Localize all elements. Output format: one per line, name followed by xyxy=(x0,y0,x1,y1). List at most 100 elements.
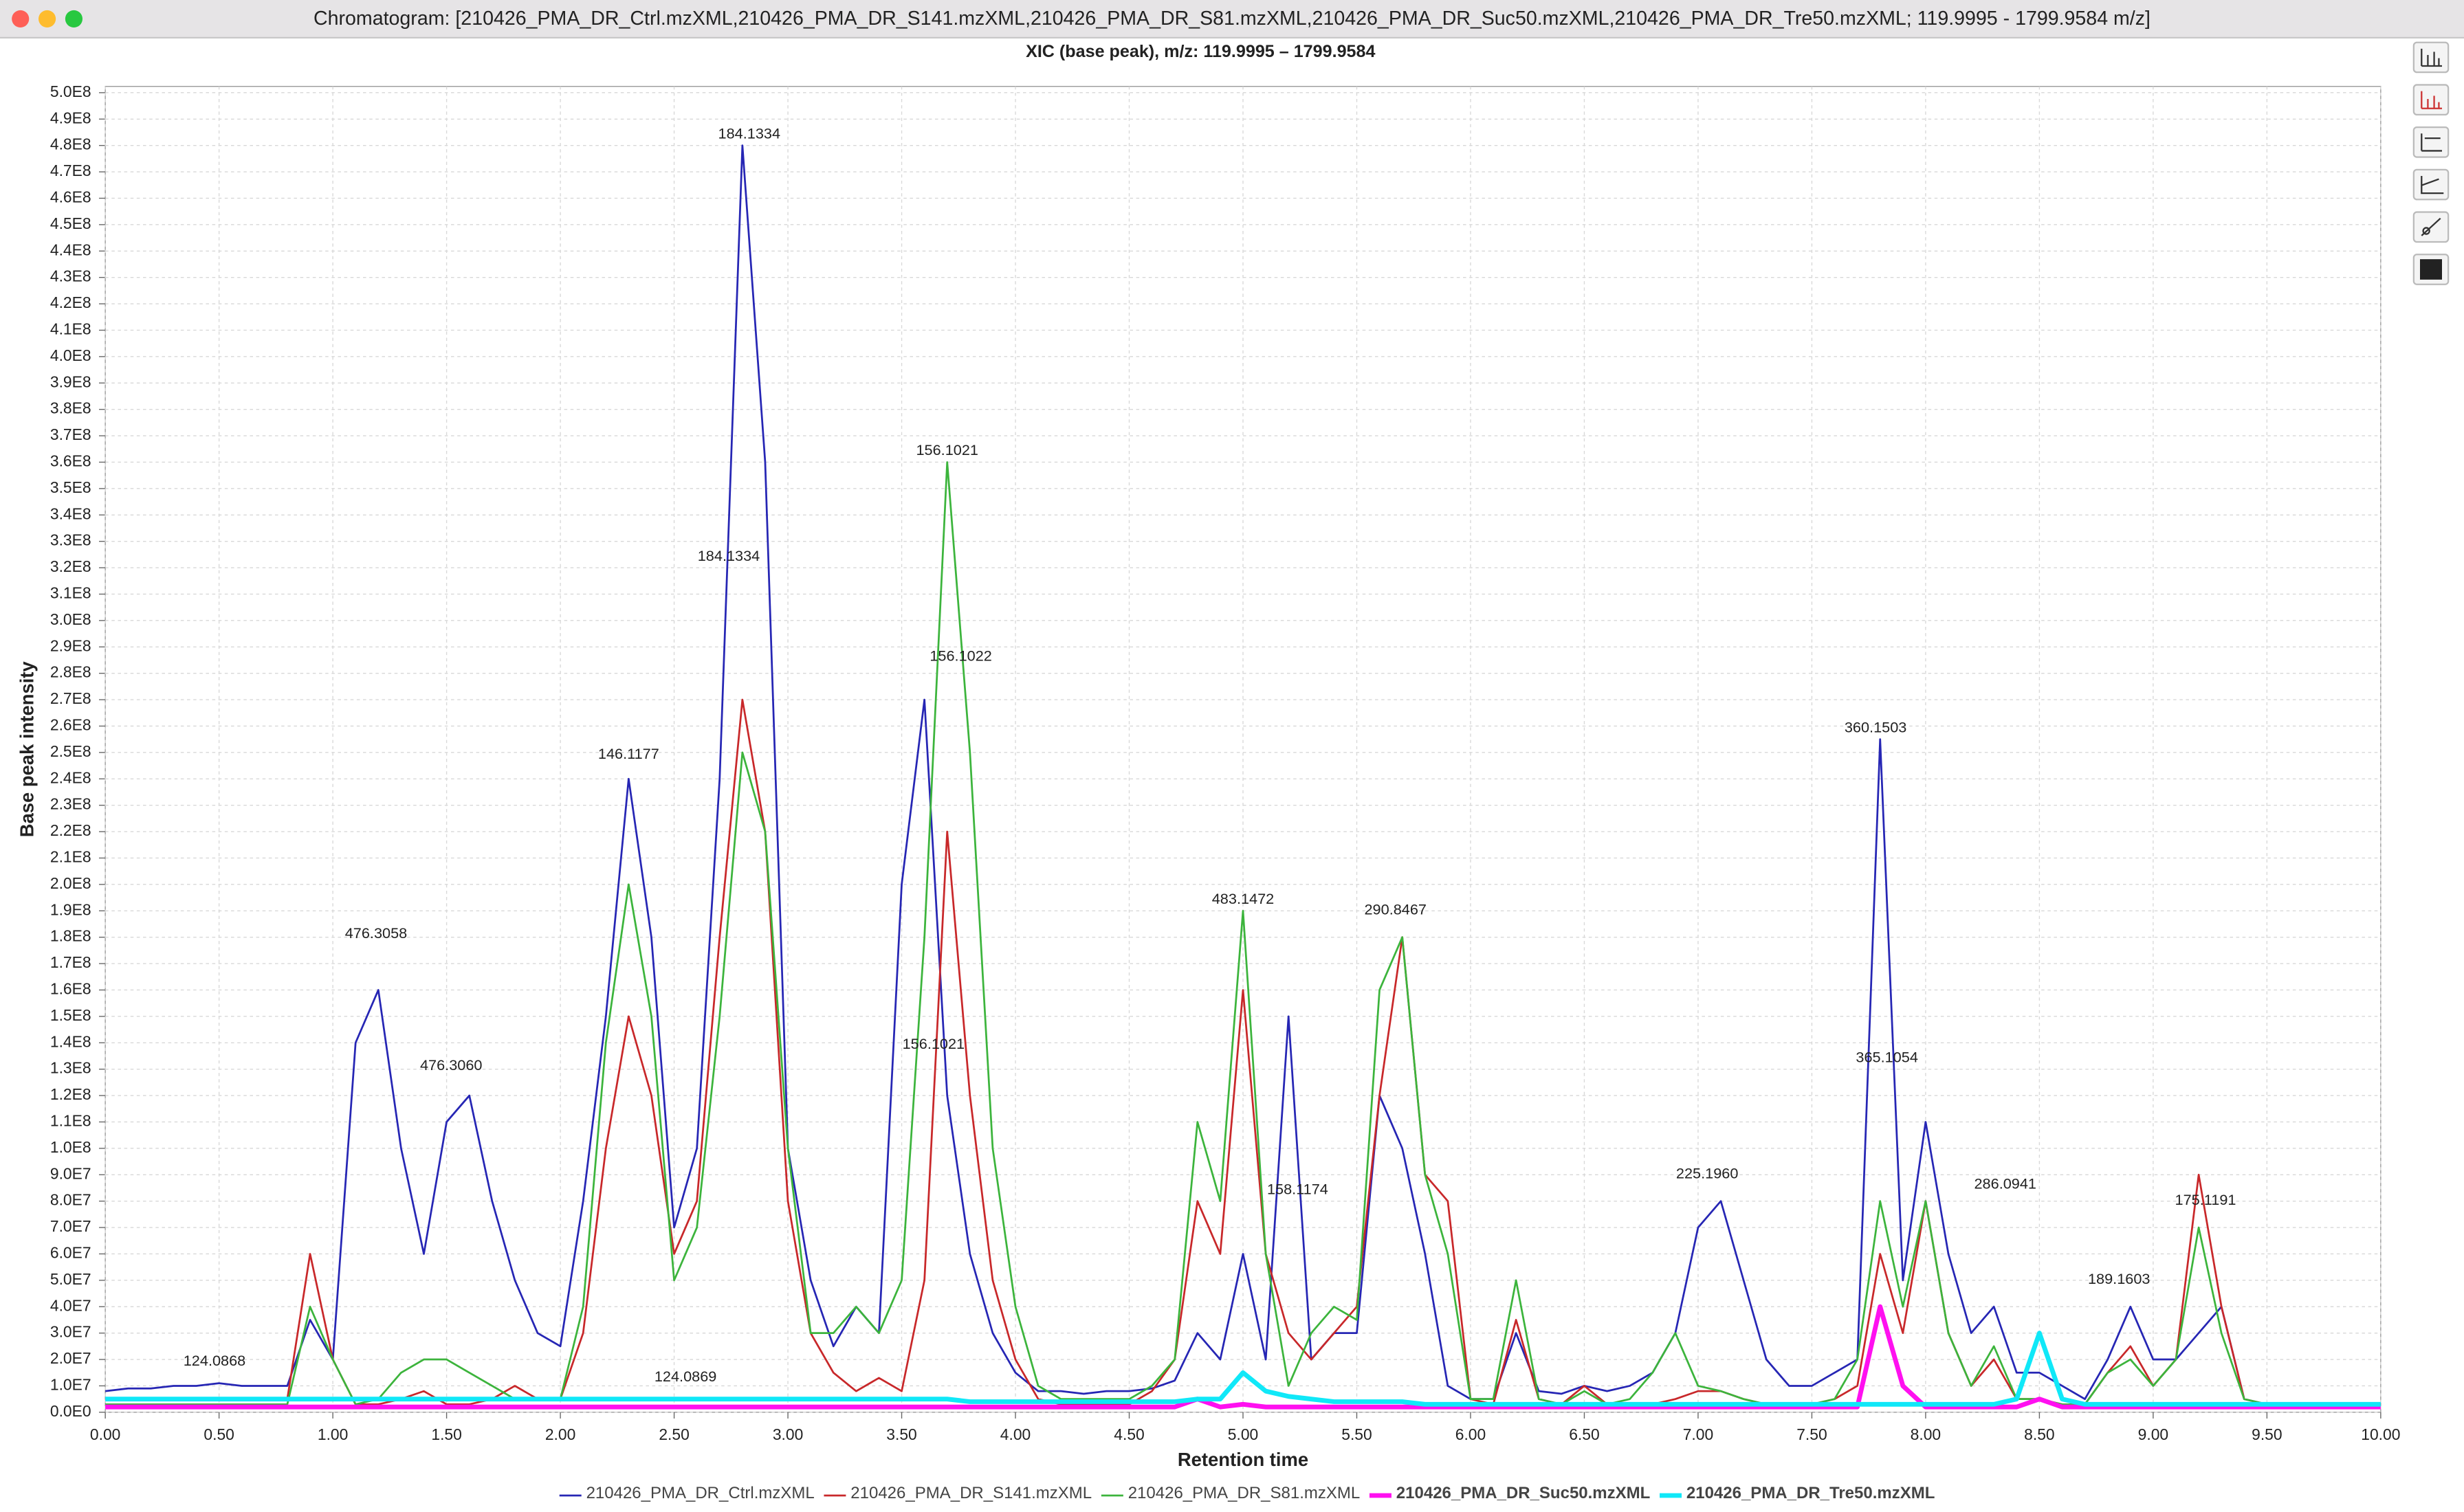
x-tick-label: 1.00 xyxy=(318,1425,348,1443)
peak-label: 156.1021 xyxy=(916,441,978,458)
y-tick-label: 2.7E8 xyxy=(50,689,91,707)
y-tick-label: 2.8E8 xyxy=(50,663,91,681)
x-tick-label: 0.00 xyxy=(90,1425,120,1443)
close-button[interactable] xyxy=(12,10,30,27)
y-tick-label: 1.7E8 xyxy=(50,953,91,971)
minimize-button[interactable] xyxy=(38,10,56,27)
tool-icon xyxy=(2421,217,2441,236)
y-tick-label: 2.6E8 xyxy=(50,715,91,733)
peak-label: 225.1960 xyxy=(1676,1164,1739,1181)
tool-button[interactable] xyxy=(2412,168,2450,201)
tool-icon xyxy=(2421,176,2444,194)
y-tick-label: 7.0E7 xyxy=(50,1217,91,1235)
chart-title: XIC (base peak), m/z: 119.9995 – 1799.95… xyxy=(1026,42,1375,61)
legend-label: 210426_PMA_DR_Ctrl.mzXML xyxy=(586,1484,815,1502)
x-tick-label: 10.00 xyxy=(2361,1425,2400,1443)
y-tick-label: 1.9E8 xyxy=(50,900,91,918)
y-tick-label: 2.1E8 xyxy=(50,847,91,865)
y-tick-label: 4.8E8 xyxy=(50,135,91,153)
tool-button[interactable] xyxy=(2412,126,2450,158)
x-tick-label: 4.50 xyxy=(1114,1425,1144,1443)
peak-label: 476.3058 xyxy=(345,924,408,942)
tool-button[interactable] xyxy=(2412,41,2450,74)
y-tick-label: 4.4E8 xyxy=(50,241,91,258)
x-tick-label: 2.00 xyxy=(545,1425,575,1443)
y-tick-label: 4.0E8 xyxy=(50,346,91,364)
y-axis-label: Base peak intensity xyxy=(16,661,37,838)
axes: 0.0E0 1.0E7 2.0E7 3.0E7 4.0E7 5.0E7 6.0E7 7.0E7… xyxy=(50,82,2401,1443)
y-tick-label: 4.1E8 xyxy=(50,320,91,337)
x-tick-label: 1.50 xyxy=(431,1425,461,1443)
legend-label: 210426_PMA_DR_Tre50.mzXML xyxy=(1686,1484,1935,1502)
x-tick-label: 8.00 xyxy=(1911,1425,1941,1443)
y-tick-label: 1.6E8 xyxy=(50,979,91,997)
peak-label: 146.1177 xyxy=(598,745,659,762)
y-tick-label: 9.0E7 xyxy=(50,1164,91,1182)
y-tick-label: 3.4E8 xyxy=(50,504,91,522)
peak-label: 476.3060 xyxy=(420,1056,483,1074)
y-tick-label: 3.7E8 xyxy=(50,425,91,443)
x-tick-label: 6.00 xyxy=(1455,1425,1486,1443)
y-tick-label: 1.8E8 xyxy=(50,927,91,945)
x-tick-label: 7.00 xyxy=(1683,1425,1713,1443)
y-tick-label: 2.0E7 xyxy=(50,1349,91,1367)
y-tick-label: 1.0E7 xyxy=(50,1375,91,1393)
y-tick-label: 3.9E8 xyxy=(50,373,91,390)
x-tick-label: 5.50 xyxy=(1341,1425,1372,1443)
title-bar xyxy=(0,0,2464,38)
peak-label: 365.1054 xyxy=(1856,1048,1918,1065)
x-tick-label: 4.00 xyxy=(1000,1425,1031,1443)
y-tick-label: 0.0E0 xyxy=(50,1402,91,1420)
y-tick-label: 2.2E8 xyxy=(50,821,91,839)
x-tick-label: 7.50 xyxy=(1796,1425,1827,1443)
peak-label: 360.1503 xyxy=(1845,718,1907,735)
peak-label: 290.8467 xyxy=(1364,900,1427,918)
y-tick-label: 3.1E8 xyxy=(50,583,91,601)
y-tick-label: 3.8E8 xyxy=(50,399,91,417)
x-tick-label: 5.00 xyxy=(1228,1425,1258,1443)
y-tick-label: 1.5E8 xyxy=(50,1006,91,1024)
x-tick-label: 0.50 xyxy=(204,1425,234,1443)
y-tick-label: 3.6E8 xyxy=(50,452,91,469)
y-tick-label: 4.5E8 xyxy=(50,214,91,232)
toolbar xyxy=(2412,41,2450,285)
x-tick-label: 3.50 xyxy=(886,1425,916,1443)
x-tick-label: 9.50 xyxy=(2252,1425,2282,1443)
y-tick-label: 4.9E8 xyxy=(50,109,91,126)
peak-label: 156.1022 xyxy=(930,647,992,665)
tool-icon xyxy=(2421,133,2442,152)
zoom-button[interactable] xyxy=(65,10,82,27)
y-tick-label: 2.5E8 xyxy=(50,742,91,760)
peak-label: 175.1191 xyxy=(2175,1191,2236,1208)
tool-button[interactable] xyxy=(2412,84,2450,115)
legend-label: 210426_PMA_DR_S141.mzXML xyxy=(850,1484,1092,1502)
y-tick-label: 1.4E8 xyxy=(50,1032,91,1050)
y-tick-label: 4.6E8 xyxy=(50,188,91,205)
y-tick-label: 5.0E7 xyxy=(50,1270,91,1288)
series-line xyxy=(105,1304,2381,1410)
x-axis-label: Retention time xyxy=(1178,1449,1308,1470)
peak-label: 483.1472 xyxy=(1212,890,1275,907)
peak-label: 286.0941 xyxy=(1974,1175,2036,1192)
y-tick-label: 4.7E8 xyxy=(50,162,91,179)
tool-icon xyxy=(2421,48,2442,67)
x-tick-label: 9.00 xyxy=(2138,1425,2168,1443)
legend-label: 210426_PMA_DR_Suc50.mzXML xyxy=(1396,1484,1651,1502)
peak-label: 124.0868 xyxy=(184,1352,246,1369)
y-tick-label: 3.2E8 xyxy=(50,557,91,575)
y-tick-label: 2.4E8 xyxy=(50,768,91,786)
y-tick-label: 2.0E8 xyxy=(50,874,91,892)
y-tick-label: 4.2E8 xyxy=(50,293,91,311)
x-tick-label: 3.00 xyxy=(773,1425,803,1443)
series-line xyxy=(104,144,2381,1405)
legend: 210426_PMA_DR_Ctrl.mzXML 210426_PMA_DR_S1… xyxy=(559,1484,1935,1502)
y-tick-label: 3.3E8 xyxy=(50,531,91,549)
y-tick-label: 3.0E8 xyxy=(50,610,91,628)
peak-label: 124.0869 xyxy=(654,1368,717,1385)
window-title: Chromatogram: [210426_PMA_DR_Ctrl.mzXML,… xyxy=(314,8,2150,30)
y-tick-label: 1.0E8 xyxy=(50,1138,91,1156)
peak-label: 158.1174 xyxy=(1267,1180,1328,1197)
y-tick-label: 3.5E8 xyxy=(50,478,91,496)
